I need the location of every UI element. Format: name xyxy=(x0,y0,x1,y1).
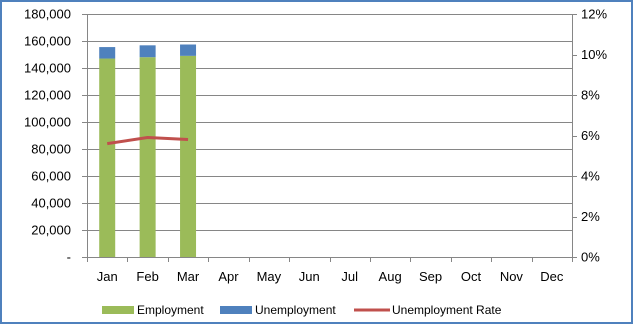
left-tick-label: 180,000 xyxy=(24,7,71,22)
left-tick-label: - xyxy=(67,250,71,265)
left-tick-label: 160,000 xyxy=(24,34,71,49)
legend-label-unemployment-rate: Unemployment Rate xyxy=(392,303,502,317)
bar-unemployment-mar xyxy=(180,44,197,56)
legend-swatch-unemployment xyxy=(220,306,252,314)
x-tick-label: Dec xyxy=(540,269,564,284)
legend-label-unemployment: Unemployment xyxy=(255,303,336,317)
right-tick-label: 4% xyxy=(581,169,600,184)
legend: Employment Unemployment Unemployment Rate xyxy=(102,303,502,317)
bar-employment-feb xyxy=(139,57,156,258)
right-tick-label: 2% xyxy=(581,209,600,224)
right-axis-ticks: 0% 2% 4% 6% 8% 10% 12% xyxy=(581,7,607,265)
left-tick-label: 40,000 xyxy=(31,196,71,211)
bar-unemployment-feb xyxy=(139,45,156,58)
x-tick-label: Nov xyxy=(500,269,524,284)
line-unemployment-rate xyxy=(106,136,189,146)
right-tick-label: 6% xyxy=(581,128,600,143)
x-tick-label: Apr xyxy=(218,269,239,284)
legend-label-employment: Employment xyxy=(137,303,204,317)
right-tick-label: 0% xyxy=(581,250,600,265)
right-tick-label: 8% xyxy=(581,88,600,103)
rate-line xyxy=(106,136,189,146)
left-tick-label: 20,000 xyxy=(31,223,71,238)
left-tick-label: 140,000 xyxy=(24,61,71,76)
gridlines xyxy=(87,14,572,258)
x-tick-label: Mar xyxy=(177,269,200,284)
x-tick-label: Jul xyxy=(341,269,358,284)
left-tick-label: 120,000 xyxy=(24,88,71,103)
left-tick-label: 60,000 xyxy=(31,169,71,184)
left-axis-ticks: - 20,000 40,000 60,000 80,000 100,000 120,000 1… xyxy=(24,7,71,265)
x-axis-ticks: Jan Feb Mar Apr May Jun Jul Aug Sep Oct Nov Dec xyxy=(97,269,564,284)
x-tick-label: Oct xyxy=(461,269,482,284)
bars xyxy=(99,44,197,258)
x-tick-label: Feb xyxy=(136,269,158,284)
bar-employment-jan xyxy=(99,58,116,257)
axes xyxy=(82,14,577,262)
x-tick-label: Sep xyxy=(419,269,442,284)
right-tick-label: 10% xyxy=(581,47,607,62)
left-tick-label: 80,000 xyxy=(31,142,71,157)
right-tick-label: 12% xyxy=(581,7,607,22)
x-tick-label: Jan xyxy=(97,269,118,284)
left-tick-label: 100,000 xyxy=(24,115,71,130)
x-tick-label: Jun xyxy=(299,269,320,284)
x-tick-label: Aug xyxy=(379,269,402,284)
x-tick-label: May xyxy=(257,269,282,284)
bar-unemployment-jan xyxy=(99,47,116,59)
legend-swatch-employment xyxy=(102,306,134,314)
bar-employment-mar xyxy=(180,55,197,257)
